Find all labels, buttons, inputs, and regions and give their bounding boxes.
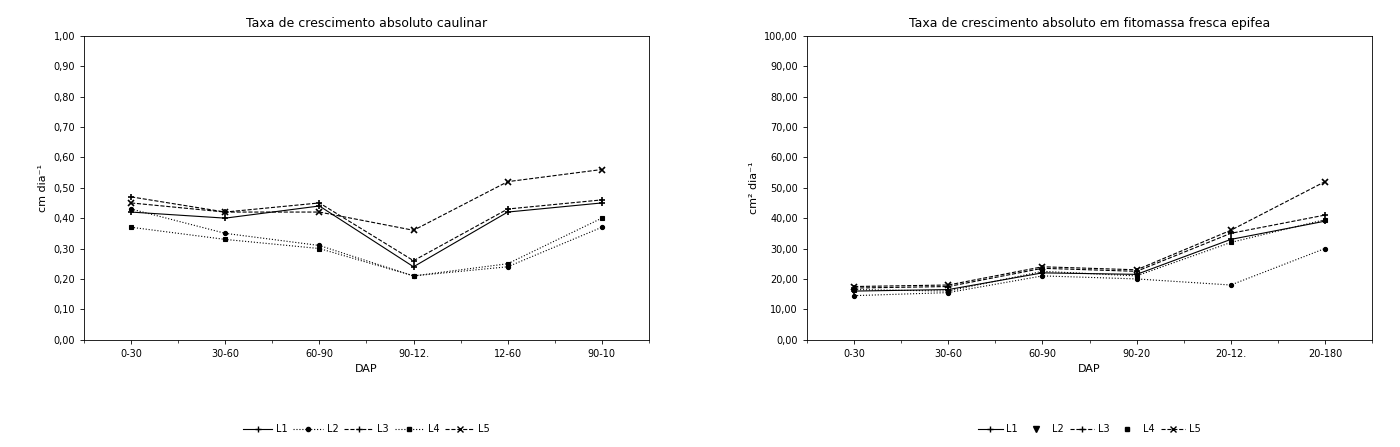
L2 [1035,273,1051,278]
X-axis label: DAP: DAP [1078,364,1100,374]
L2 [311,243,328,248]
X-axis label: DAP: DAP [356,364,378,374]
L3 [123,194,140,199]
L2 [1128,276,1145,282]
L5 [594,167,610,172]
Line: L2: L2 [853,246,1327,298]
Line: L1: L1 [851,218,1329,295]
L2 [405,273,421,278]
L2 [123,207,140,212]
L4 [311,246,328,251]
L2 [939,290,956,295]
L5 [846,284,862,289]
L4 [500,261,517,266]
L2 [500,264,517,270]
L5 [500,179,517,184]
L2 [1316,246,1333,251]
Line: L1: L1 [127,199,605,270]
Title: Taxa de crescimento absoluto em fitomassa fresca epifea: Taxa de crescimento absoluto em fitomass… [909,17,1270,30]
L4 [1128,273,1145,278]
L1 [405,264,421,270]
L3 [939,284,956,289]
L3 [405,258,421,263]
L1 [594,200,610,206]
Line: L4: L4 [853,218,1327,293]
L2 [846,293,862,298]
L1 [123,209,140,215]
Line: L3: L3 [127,194,605,264]
L1 [1035,270,1051,275]
L3 [1222,231,1239,236]
L1 [500,209,517,215]
L3 [1316,212,1333,218]
Title: Taxa de crescimento absoluto caulinar: Taxa de crescimento absoluto caulinar [246,17,487,30]
Line: L5: L5 [851,178,1329,290]
L1 [1316,219,1333,224]
L5 [939,283,956,288]
Line: L3: L3 [851,211,1329,291]
L3 [1128,269,1145,274]
L3 [217,209,234,215]
L1 [939,287,956,292]
L1 [217,215,234,221]
L2 [1222,283,1239,288]
Y-axis label: cm dia⁻¹: cm dia⁻¹ [38,164,48,212]
L4 [594,215,610,221]
Line: L2: L2 [129,207,603,278]
L5 [1128,267,1145,273]
L5 [405,228,421,233]
L3 [500,207,517,212]
L3 [594,197,610,202]
Line: L4: L4 [129,216,603,278]
L4 [405,273,421,278]
Line: L5: L5 [127,166,605,234]
L1 [311,203,328,209]
L4 [1035,269,1051,274]
L1 [1128,272,1145,277]
Y-axis label: cm² dia⁻¹: cm² dia⁻¹ [749,161,759,214]
L4 [846,287,862,292]
L1 [1222,237,1239,242]
L4 [123,224,140,230]
L3 [846,285,862,291]
L5 [1316,179,1333,184]
L5 [1035,264,1051,270]
L4 [1316,217,1333,222]
L5 [311,209,328,215]
L2 [594,224,610,230]
L4 [217,237,234,242]
L3 [311,200,328,206]
L1 [846,288,862,294]
L4 [1222,240,1239,245]
L5 [123,200,140,206]
L5 [217,209,234,215]
L4 [939,288,956,294]
Legend: L1, L2, L3, L4, L5: L1, L2, L3, L4, L5 [239,421,494,439]
L2 [217,231,234,236]
Legend: L1, L2, L3, L4, L5: L1, L2, L3, L4, L5 [974,421,1205,439]
L3 [1035,266,1051,271]
L5 [1222,228,1239,233]
